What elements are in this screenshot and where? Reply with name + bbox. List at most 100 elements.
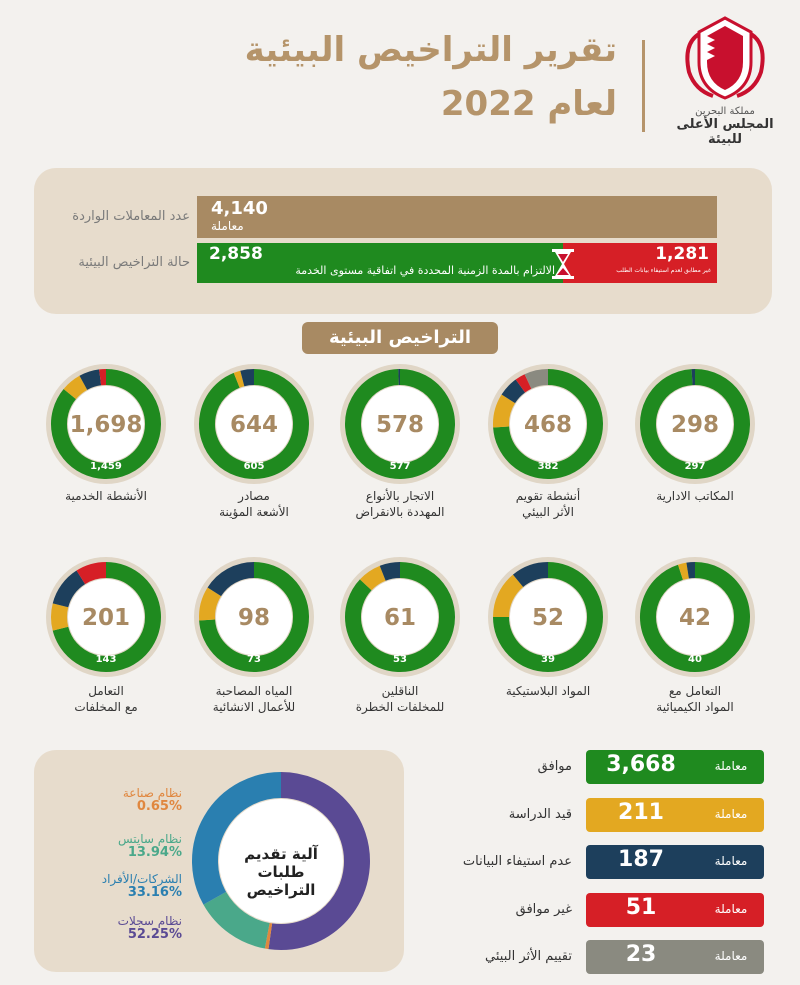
status-pill: 23 معاملة <box>586 940 764 974</box>
submission-donut-chart <box>192 772 370 950</box>
submission-slice <box>268 772 370 950</box>
donut-segment <box>207 562 255 597</box>
status-value: 23 <box>625 942 657 967</box>
status-pill: 3,668 معاملة <box>586 750 764 784</box>
status-unit: معاملة <box>714 759 748 773</box>
donut-segment <box>678 562 690 580</box>
donut-total: 42 <box>679 605 711 631</box>
page-title-line1: تقرير التراخيص البيئية <box>244 30 617 70</box>
donut-segment <box>51 369 161 479</box>
submission-legend-item: نظام صناعة 0.65% <box>62 786 182 814</box>
donut-caption: التعامل مع المواد الكيميائية <box>620 683 770 715</box>
donut-caption: الأنشطة الخدمية <box>31 488 181 504</box>
donut-approved: 1,459 <box>90 461 122 472</box>
donut-caption: المكاتب الادارية <box>620 488 770 504</box>
legend-pct: 13.94% <box>127 845 182 860</box>
total-label: عدد المعاملات الواردة <box>72 209 190 224</box>
status-value: 51 <box>625 895 657 920</box>
donut-segment <box>512 562 549 588</box>
submission-legend-item: نظام سايتس 13.94% <box>62 832 182 860</box>
donut-chart: 42 40 <box>635 557 755 677</box>
hourglass-icon <box>552 249 574 279</box>
donut-inner <box>362 386 438 462</box>
donut-segment <box>493 369 603 479</box>
submission-center-label: آلية تقديم طلبات التراخيص <box>221 845 341 899</box>
status-row-label: موافق <box>537 759 572 774</box>
status-row-label: قيد الدراسة <box>508 807 572 822</box>
license-donut: 201 143 <box>44 555 168 683</box>
donut-segment <box>199 562 309 672</box>
submission-slice <box>203 891 271 949</box>
submission-center-line1: آلية تقديم <box>244 845 318 863</box>
donut-total: 61 <box>384 605 416 631</box>
late-value: 1,281 <box>655 244 709 264</box>
donut-total: 298 <box>671 412 719 438</box>
donut-approved: 40 <box>688 654 702 665</box>
donut-chart: 468 382 <box>488 364 608 484</box>
donut-caption-line: المياه المصاحبة <box>215 684 293 698</box>
donut-inner <box>216 386 292 462</box>
donut-segment <box>76 562 107 585</box>
donut-caption-line: الأشعة المؤينة <box>219 505 289 519</box>
status-pill: 51 معاملة <box>586 893 764 927</box>
on-time-bar: 2,858 الالتزام بالمدة الزمنية المحددة في… <box>197 243 563 283</box>
status-value: 3,668 <box>606 752 676 777</box>
legend-pct: 0.65% <box>136 799 182 814</box>
donut-caption-line: للأعمال الانشائية <box>212 700 296 714</box>
donut-caption-line: الأثر البيئي <box>522 505 574 519</box>
status-row-label: تقييم الأثر البيئي <box>485 949 572 964</box>
donut-segment <box>52 562 161 672</box>
license-donut: 644 605 <box>192 362 316 490</box>
donut-total: 98 <box>238 605 270 631</box>
license-donut: 468 382 <box>486 362 610 490</box>
legend-name: نظام صناعة <box>122 786 182 800</box>
donut-inner <box>216 579 292 655</box>
logo: مملكة البحرين المجلس الأعلى للبيئة <box>665 10 785 147</box>
legend-name: نظام سايتس <box>117 832 182 846</box>
license-donut: 298 297 <box>633 362 757 490</box>
donut-caption-line: الاتجار بالأنواع <box>365 489 435 503</box>
donut-segment <box>640 562 750 672</box>
legend-name: الشركات/الأفراد <box>101 872 182 886</box>
donut-chart: 52 39 <box>488 557 608 677</box>
donut-approved: 73 <box>247 654 261 665</box>
donut-segment <box>515 374 532 393</box>
donut-approved: 577 <box>390 461 411 472</box>
donut-chart: 644 605 <box>194 364 314 484</box>
license-donut: 1,698 1,459 <box>44 362 168 490</box>
donut-segment <box>79 369 102 390</box>
legend-pct: 33.16% <box>127 885 182 900</box>
status-row-label: غير موافق <box>515 902 572 917</box>
donut-inner <box>362 579 438 655</box>
status-label: حالة التراخيص البيئية <box>78 255 190 270</box>
donut-caption: المياه المصاحبة للأعمال الانشائية <box>179 683 329 715</box>
license-donut: 578 577 <box>338 362 462 490</box>
donut-approved: 39 <box>541 654 555 665</box>
header-divider <box>642 40 645 132</box>
status-pill: 211 معاملة <box>586 798 764 832</box>
donut-approved: 53 <box>393 654 407 665</box>
donut-segment <box>199 369 309 479</box>
donut-segment <box>493 394 516 428</box>
donut-caption-line: المكاتب الادارية <box>656 489 734 503</box>
donut-approved: 297 <box>685 461 706 472</box>
status-value: 187 <box>618 847 664 872</box>
donut-caption-line: التعامل <box>88 684 124 698</box>
page-title-line2: لعام 2022 <box>440 84 617 124</box>
donut-chart: 98 73 <box>194 557 314 677</box>
donut-chart: 61 53 <box>340 557 460 677</box>
donut-segment <box>199 587 222 621</box>
donut-caption: أنشطة تقويم الأثر البيئي <box>473 488 623 520</box>
donut-segment <box>524 369 549 389</box>
donut-caption-line: التعامل مع <box>668 684 722 698</box>
submission-legend-item: نظام سجلات 52.25% <box>62 914 182 942</box>
donut-inner <box>657 386 733 462</box>
donut-total: 52 <box>532 605 564 631</box>
donut-chart: 298 297 <box>635 364 755 484</box>
donut-approved: 143 <box>96 654 117 665</box>
donut-segment <box>52 570 86 608</box>
status-unit: معاملة <box>714 854 748 868</box>
donut-segment <box>345 562 455 672</box>
donut-caption: التعامل مع المخلفات <box>31 683 181 715</box>
donut-segment <box>493 562 603 672</box>
